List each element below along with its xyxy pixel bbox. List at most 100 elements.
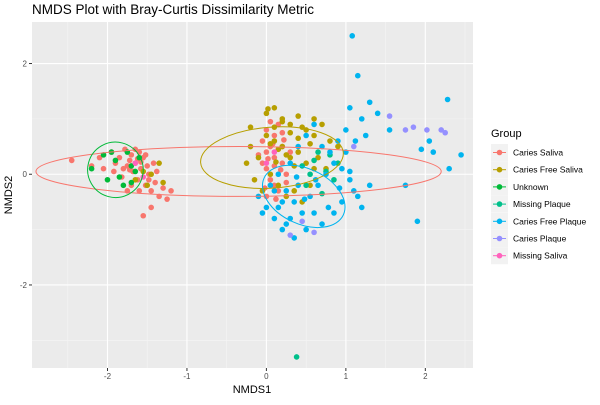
data-point — [311, 121, 317, 128]
data-point — [331, 176, 337, 183]
legend-key-point — [496, 218, 503, 225]
data-point — [311, 210, 317, 216]
data-point — [128, 179, 135, 186]
data-point — [273, 196, 279, 202]
data-point — [352, 138, 359, 144]
legend-key-point — [496, 252, 503, 259]
grid-lines — [32, 22, 473, 368]
data-point — [275, 182, 282, 189]
legend-entry: Caries Plaque — [491, 230, 567, 247]
legend-key-point — [496, 149, 503, 156]
data-point — [283, 188, 290, 194]
data-point — [347, 105, 353, 111]
data-point — [263, 132, 270, 139]
data-point — [132, 176, 139, 183]
data-point — [112, 157, 119, 164]
data-point — [255, 154, 262, 161]
data-point — [295, 135, 301, 142]
data-point — [144, 163, 151, 169]
x-tick-label: -2 — [104, 372, 112, 381]
data-point — [160, 179, 166, 186]
data-point — [168, 188, 174, 194]
data-point — [279, 199, 286, 205]
series-caries-free-plaque — [255, 33, 464, 241]
data-point — [315, 154, 321, 161]
data-point — [275, 171, 282, 178]
data-point — [263, 127, 270, 133]
data-point — [150, 160, 157, 166]
y-axis-ticks: -2 0 2 — [20, 60, 32, 290]
data-point — [259, 160, 266, 166]
data-point — [279, 118, 286, 125]
y-axis-label: NMDS2 — [3, 176, 15, 215]
data-point — [295, 113, 301, 119]
data-point — [343, 127, 349, 133]
data-point — [263, 165, 270, 172]
data-point — [335, 138, 341, 144]
data-point — [279, 143, 286, 150]
legend-label: Unknown — [513, 182, 549, 192]
data-point — [291, 163, 298, 169]
data-point — [152, 179, 158, 186]
data-point — [132, 146, 139, 153]
data-point — [104, 176, 111, 183]
chart-title: NMDS Plot with Bray-Curtis Dissimilarity… — [32, 2, 314, 17]
data-point — [374, 110, 381, 117]
data-point — [366, 182, 373, 189]
data-point — [311, 132, 317, 139]
data-point — [116, 174, 123, 180]
y-tick-label: 2 — [23, 60, 28, 69]
data-point — [128, 152, 135, 158]
data-point — [273, 159, 279, 165]
ellipse-unknown — [87, 141, 144, 198]
series-caries-plaque — [287, 113, 448, 238]
data-point — [243, 160, 250, 166]
data-point — [275, 146, 282, 153]
data-point — [126, 157, 133, 164]
data-point — [287, 149, 294, 155]
data-point — [319, 190, 325, 197]
data-point — [120, 165, 127, 172]
ellipse-caries-free-saliva — [200, 126, 344, 189]
x-axis-label: NMDS1 — [233, 384, 272, 396]
data-point — [295, 149, 301, 155]
data-point — [68, 157, 75, 164]
data-point — [311, 157, 317, 164]
data-point — [438, 127, 445, 133]
data-point — [128, 163, 135, 169]
data-point — [299, 124, 305, 130]
legend: Group Caries Saliva Caries Free Saliva Unk… — [491, 128, 587, 265]
y-tick-label: -2 — [20, 281, 28, 290]
data-point — [414, 218, 421, 225]
data-point — [349, 33, 356, 39]
data-point — [271, 138, 278, 144]
data-point — [291, 235, 298, 241]
legend-label: Missing Plaque — [513, 199, 571, 209]
series-missing-plaque — [293, 149, 341, 360]
data-point — [283, 193, 290, 200]
data-point — [283, 171, 290, 178]
data-point — [275, 204, 282, 211]
legend-entry: Missing Plaque — [491, 195, 571, 213]
data-point — [279, 129, 286, 136]
x-axis-ticks: -2 -1 0 1 2 — [104, 368, 428, 381]
data-point — [88, 165, 95, 172]
data-point — [291, 188, 298, 194]
data-point — [160, 185, 166, 191]
data-point — [315, 149, 321, 155]
data-point — [299, 210, 305, 216]
x-tick-label: 2 — [423, 372, 428, 381]
data-point — [446, 165, 452, 172]
data-point — [299, 218, 305, 225]
data-point — [116, 154, 123, 161]
data-point — [271, 132, 278, 139]
legend-key-point — [496, 166, 503, 173]
data-point — [351, 143, 357, 150]
series-unknown — [88, 149, 143, 189]
data-point — [267, 140, 274, 147]
ellipse-caries-free-plaque — [261, 164, 346, 229]
data-point — [283, 179, 290, 186]
data-point — [263, 160, 270, 166]
